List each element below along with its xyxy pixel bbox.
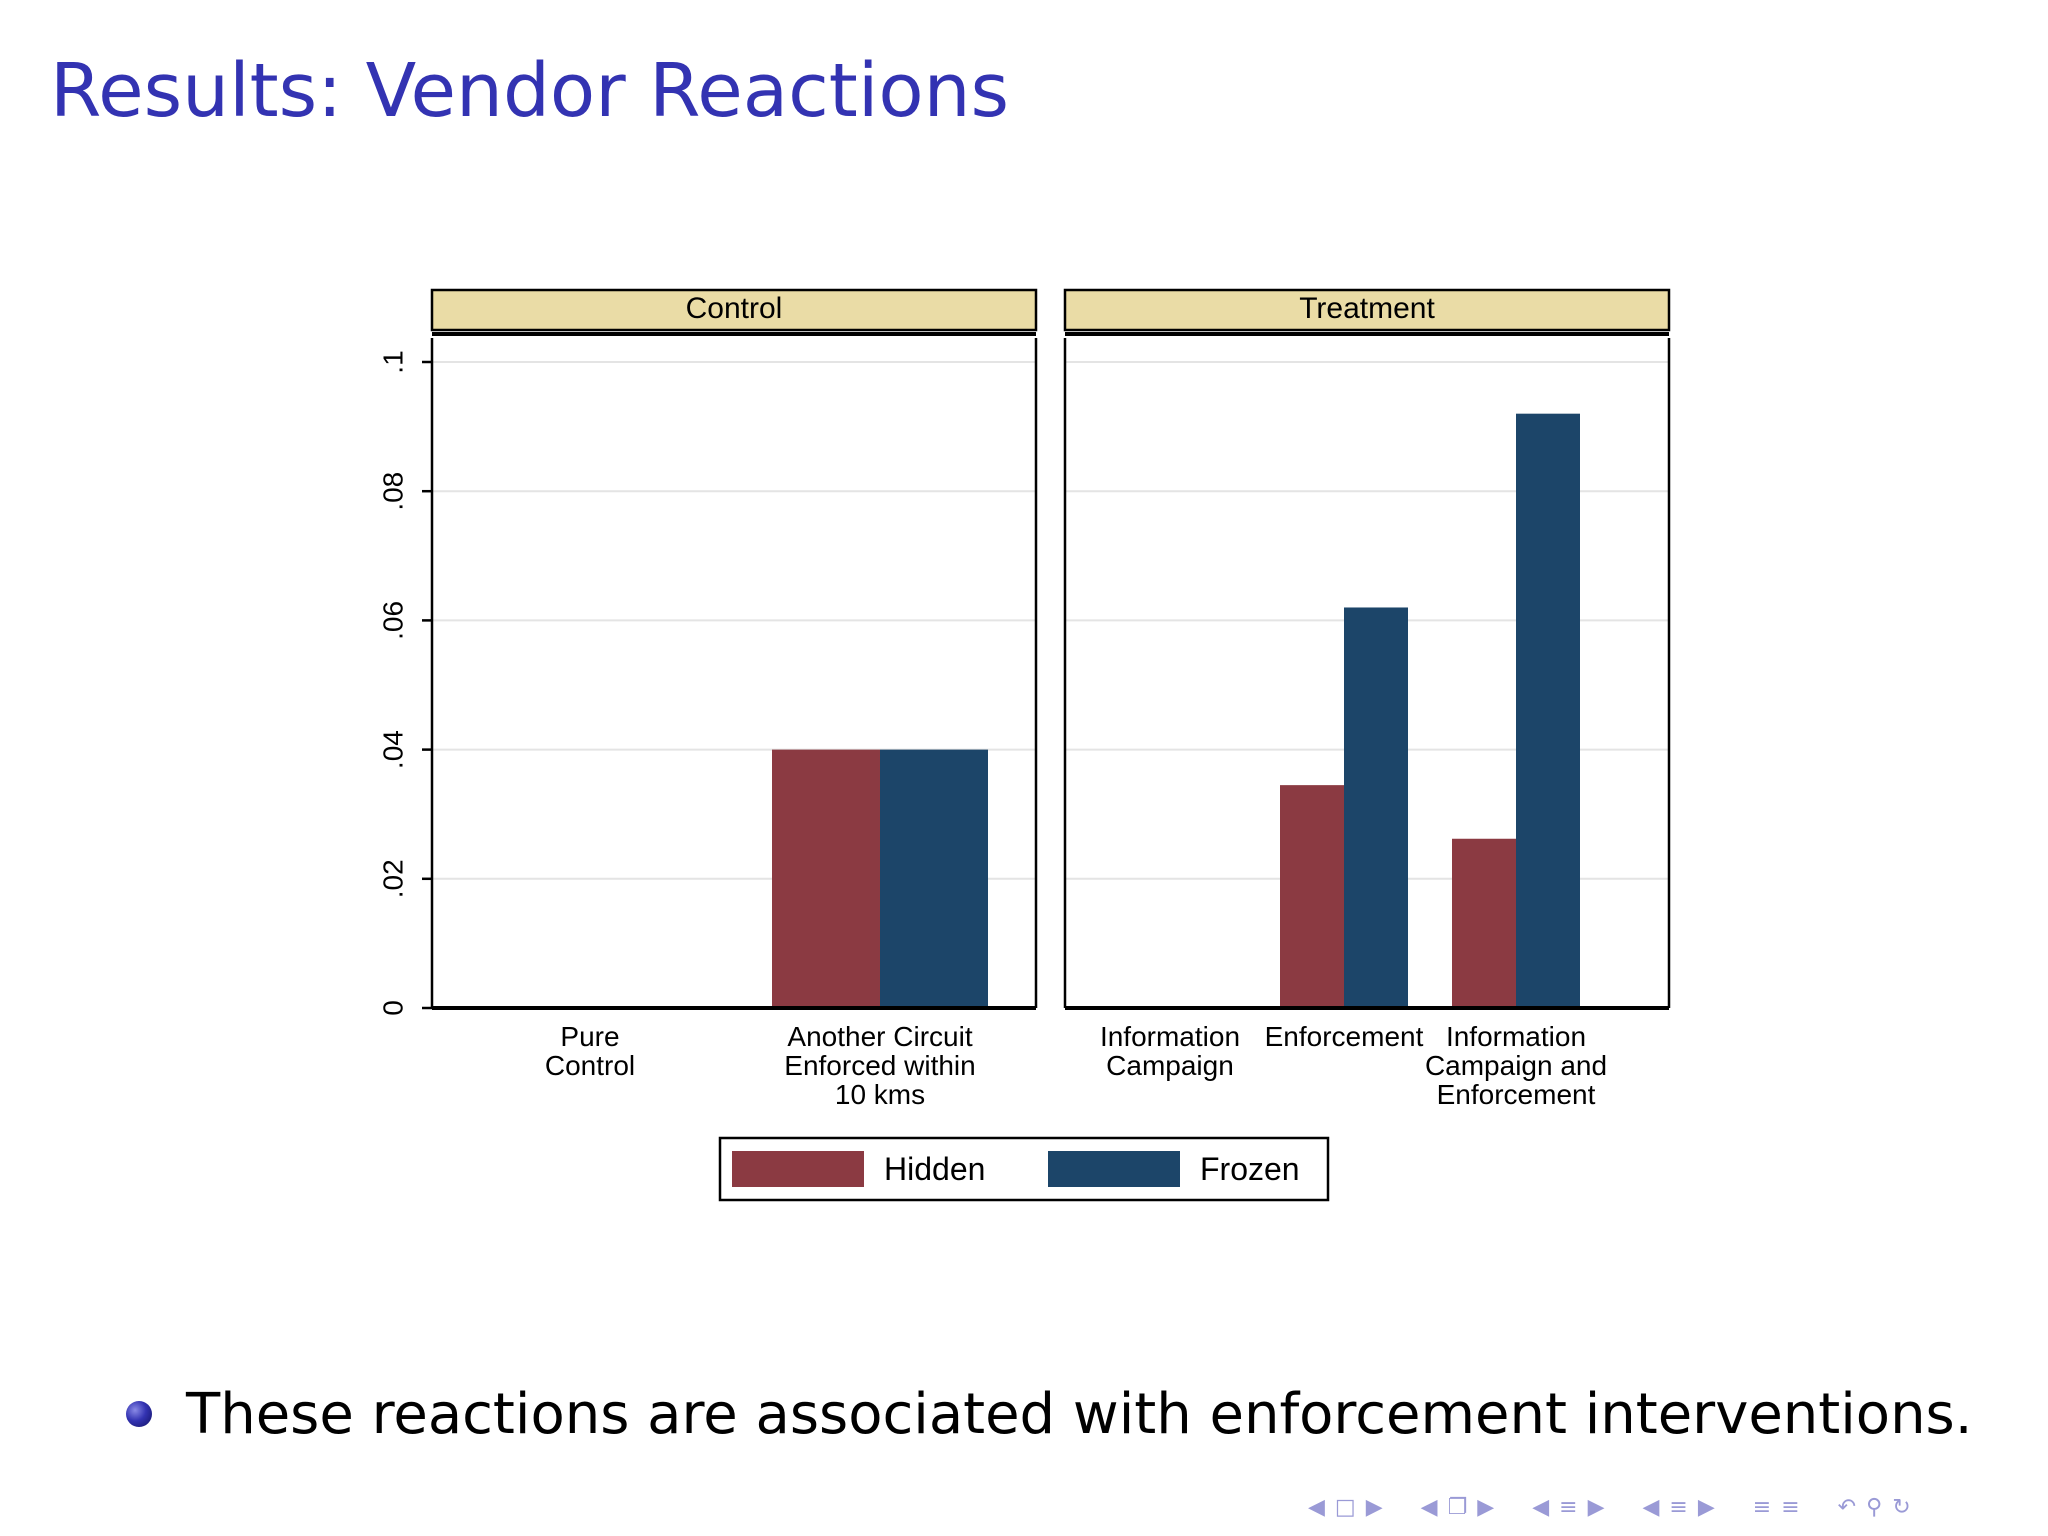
legend-swatch-frozen: [1048, 1151, 1180, 1187]
bar-hidden: [1280, 785, 1344, 1008]
y-tick-label: .02: [377, 859, 408, 898]
category-label: 10 kms: [835, 1079, 925, 1110]
nav-align-right-icon[interactable]: ≡: [1781, 1495, 1800, 1520]
panel-title: Control: [686, 292, 783, 325]
y-tick-label: .08: [377, 472, 408, 511]
bullet-icon: [126, 1401, 152, 1427]
nav-search-icon[interactable]: ⚲: [1866, 1495, 1883, 1520]
bar-frozen: [880, 749, 988, 1008]
nav-subsection-next-icon[interactable]: ▶: [1587, 1495, 1605, 1520]
nav-undo-icon[interactable]: ↶: [1837, 1495, 1857, 1520]
category-label: Enforcement: [1265, 1021, 1424, 1052]
nav-page-next-icon[interactable]: ▶: [1697, 1495, 1715, 1520]
category-label: Control: [545, 1050, 635, 1081]
bar-frozen: [1516, 413, 1580, 1008]
nav-page-prev-icon[interactable]: ◀: [1642, 1495, 1660, 1520]
nav-subsection-icon[interactable]: ≡: [1559, 1495, 1578, 1520]
bullet-text: These reactions are associated with enfo…: [186, 1381, 1973, 1447]
category-label: Pure: [560, 1021, 619, 1052]
bar-hidden: [1452, 838, 1516, 1008]
nav-redo-icon[interactable]: ↻: [1892, 1495, 1911, 1520]
bullet-item: These reactions are associated with enfo…: [126, 1374, 1973, 1454]
beamer-navigation-bar: ◀ □ ▶ ◀ ❐ ▶ ◀ ≡ ▶ ◀ ≡ ▶ ≡ ≡ ↶ ⚲ ↻: [1308, 1494, 1911, 1522]
nav-frame-prev-icon[interactable]: ◀: [1308, 1495, 1325, 1520]
nav-frame-next-icon[interactable]: ▶: [1365, 1495, 1383, 1520]
nav-page-icon[interactable]: ≡: [1669, 1495, 1688, 1520]
y-tick-label: 0: [377, 1000, 408, 1016]
panel-strip: [1063, 288, 1671, 332]
nav-section-prev-icon[interactable]: ◀: [1420, 1495, 1438, 1520]
y-tick-label: .1: [377, 350, 408, 373]
category-label: Enforced within: [784, 1050, 975, 1081]
slide-title: Results: Vendor Reactions: [50, 48, 1010, 134]
legend-label: Hidden: [884, 1151, 985, 1187]
category-label: Campaign: [1106, 1050, 1234, 1081]
nav-subsection-prev-icon[interactable]: ◀: [1532, 1495, 1550, 1520]
category-label: Campaign and: [1425, 1050, 1607, 1081]
nav-align-left-icon[interactable]: ≡: [1752, 1495, 1772, 1520]
legend-label: Frozen: [1200, 1151, 1300, 1187]
category-label: Information: [1446, 1021, 1586, 1052]
category-label: Another Circuit: [787, 1021, 972, 1052]
bar-hidden: [772, 749, 880, 1008]
category-label: Enforcement: [1437, 1079, 1596, 1110]
panel-title: Treatment: [1299, 292, 1435, 325]
bar-frozen: [1344, 607, 1408, 1008]
nav-frame-icon[interactable]: □: [1334, 1495, 1356, 1520]
category-label: Information: [1100, 1021, 1240, 1052]
legend-swatch-hidden: [732, 1151, 864, 1187]
nav-section-icon[interactable]: ❐: [1447, 1495, 1468, 1520]
panel-strip: [430, 288, 1038, 332]
y-tick-label: .04: [377, 730, 408, 769]
nav-section-next-icon[interactable]: ▶: [1477, 1495, 1495, 1520]
y-tick-label: .06: [377, 601, 408, 640]
